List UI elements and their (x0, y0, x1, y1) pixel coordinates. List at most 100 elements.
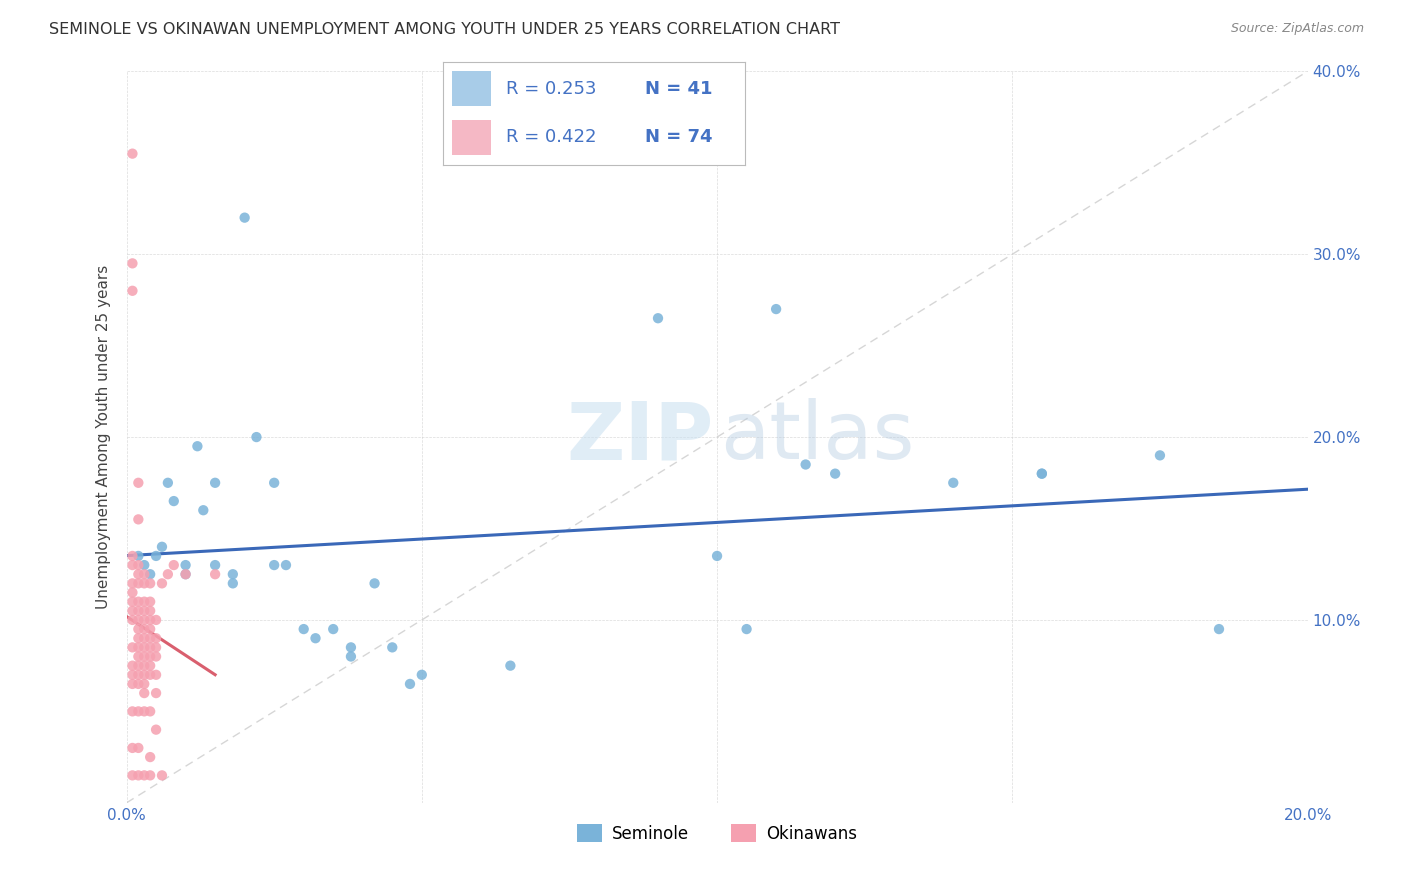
Point (145, 686, 167, 700)
Point (134, 658, 156, 673)
Point (127, 567, 149, 582)
Point (139, 640, 162, 655)
Point (127, 768, 149, 782)
Point (245, 430, 267, 444)
Point (204, 475, 226, 490)
Point (139, 604, 162, 618)
Point (121, 658, 143, 673)
Point (145, 667, 167, 681)
Point (499, 658, 522, 673)
Point (139, 632, 162, 646)
Point (222, 576, 245, 591)
Point (204, 567, 226, 582)
Point (134, 686, 156, 700)
Point (274, 558, 297, 573)
Point (127, 576, 149, 591)
FancyBboxPatch shape (451, 70, 491, 105)
Point (134, 576, 156, 591)
Point (1031, 467, 1053, 481)
Point (121, 613, 143, 627)
Point (121, 558, 143, 573)
Point (127, 475, 149, 490)
Point (134, 640, 156, 655)
Point (222, 567, 245, 582)
Point (139, 750, 162, 764)
Point (121, 549, 143, 563)
Point (145, 632, 167, 646)
Point (193, 503, 215, 517)
Point (121, 284, 143, 298)
Point (139, 649, 162, 664)
Point (127, 512, 149, 526)
Text: N = 74: N = 74 (645, 128, 713, 146)
Point (127, 667, 149, 681)
Text: Source: ZipAtlas.com: Source: ZipAtlas.com (1230, 22, 1364, 36)
Point (647, 311, 669, 326)
Point (139, 667, 162, 681)
Text: R = 0.422: R = 0.422 (506, 128, 598, 146)
Point (942, 475, 965, 490)
Point (1031, 467, 1053, 481)
Point (150, 540, 173, 554)
Point (134, 677, 156, 691)
Point (139, 705, 162, 719)
Point (127, 740, 149, 755)
Point (204, 558, 226, 573)
Point (134, 705, 156, 719)
Point (322, 622, 344, 636)
Point (706, 549, 728, 563)
Text: atlas: atlas (721, 398, 915, 476)
Point (134, 667, 156, 681)
Text: R = 0.253: R = 0.253 (506, 80, 598, 98)
Legend: Seminole, Okinawans: Seminole, Okinawans (571, 818, 863, 849)
Point (824, 467, 846, 481)
Point (1149, 448, 1171, 462)
Point (127, 649, 149, 664)
Point (765, 301, 787, 317)
Point (174, 567, 197, 582)
Point (127, 677, 149, 691)
Point (121, 768, 143, 782)
Point (127, 640, 149, 655)
Point (163, 558, 186, 573)
Point (145, 640, 167, 655)
Point (186, 439, 208, 453)
Point (735, 622, 758, 636)
Point (145, 613, 167, 627)
Point (121, 705, 143, 719)
Point (139, 658, 162, 673)
Point (127, 658, 149, 673)
Point (139, 613, 162, 627)
Point (121, 667, 143, 681)
Point (145, 549, 167, 563)
Point (121, 594, 143, 608)
Point (134, 567, 156, 582)
Point (127, 558, 149, 573)
Point (139, 768, 162, 782)
Point (263, 475, 285, 490)
Point (127, 604, 149, 618)
Point (156, 567, 179, 582)
Point (1208, 622, 1230, 636)
Point (121, 740, 143, 755)
Point (139, 594, 162, 608)
Point (121, 576, 143, 591)
Point (121, 604, 143, 618)
Point (174, 567, 197, 582)
Point (163, 494, 186, 508)
Point (134, 632, 156, 646)
Point (150, 576, 173, 591)
Point (121, 146, 143, 161)
Point (150, 768, 173, 782)
Point (794, 458, 817, 472)
Point (340, 649, 363, 664)
Point (399, 677, 422, 691)
Point (134, 604, 156, 618)
Text: ZIP: ZIP (567, 398, 713, 476)
Point (381, 640, 404, 655)
Point (127, 613, 149, 627)
Point (340, 640, 363, 655)
Point (139, 576, 162, 591)
FancyBboxPatch shape (451, 120, 491, 155)
Point (411, 667, 433, 681)
